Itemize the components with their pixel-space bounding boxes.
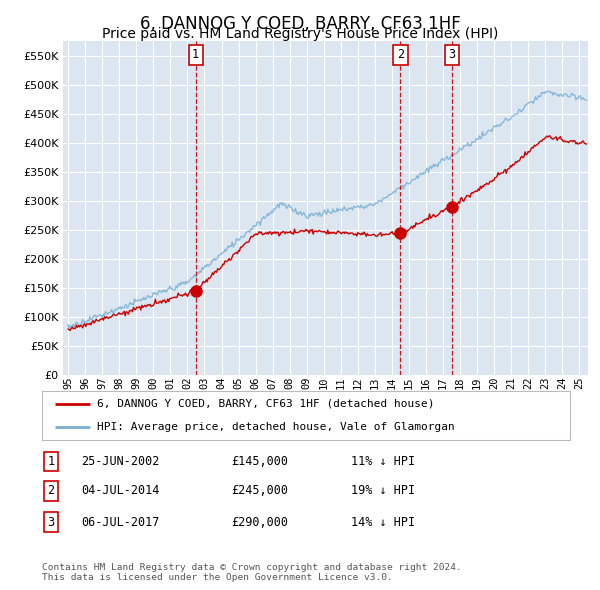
Text: Price paid vs. HM Land Registry's House Price Index (HPI): Price paid vs. HM Land Registry's House … [102,27,498,41]
Text: 1: 1 [192,48,199,61]
Text: 2: 2 [47,484,55,497]
Text: 6, DANNOG Y COED, BARRY, CF63 1HF: 6, DANNOG Y COED, BARRY, CF63 1HF [140,15,460,33]
Text: 1: 1 [47,455,55,468]
Text: 25-JUN-2002: 25-JUN-2002 [81,455,160,468]
Text: HPI: Average price, detached house, Vale of Glamorgan: HPI: Average price, detached house, Vale… [97,422,455,432]
Text: 19% ↓ HPI: 19% ↓ HPI [351,484,415,497]
Text: 14% ↓ HPI: 14% ↓ HPI [351,516,415,529]
Text: 06-JUL-2017: 06-JUL-2017 [81,516,160,529]
Text: 04-JUL-2014: 04-JUL-2014 [81,484,160,497]
Text: 3: 3 [448,48,455,61]
Text: 6, DANNOG Y COED, BARRY, CF63 1HF (detached house): 6, DANNOG Y COED, BARRY, CF63 1HF (detac… [97,399,435,409]
Text: Contains HM Land Registry data © Crown copyright and database right 2024.
This d: Contains HM Land Registry data © Crown c… [42,563,462,582]
Text: £290,000: £290,000 [231,516,288,529]
Text: 2: 2 [397,48,404,61]
Text: £145,000: £145,000 [231,455,288,468]
Text: £245,000: £245,000 [231,484,288,497]
Text: 3: 3 [47,516,55,529]
Text: 11% ↓ HPI: 11% ↓ HPI [351,455,415,468]
